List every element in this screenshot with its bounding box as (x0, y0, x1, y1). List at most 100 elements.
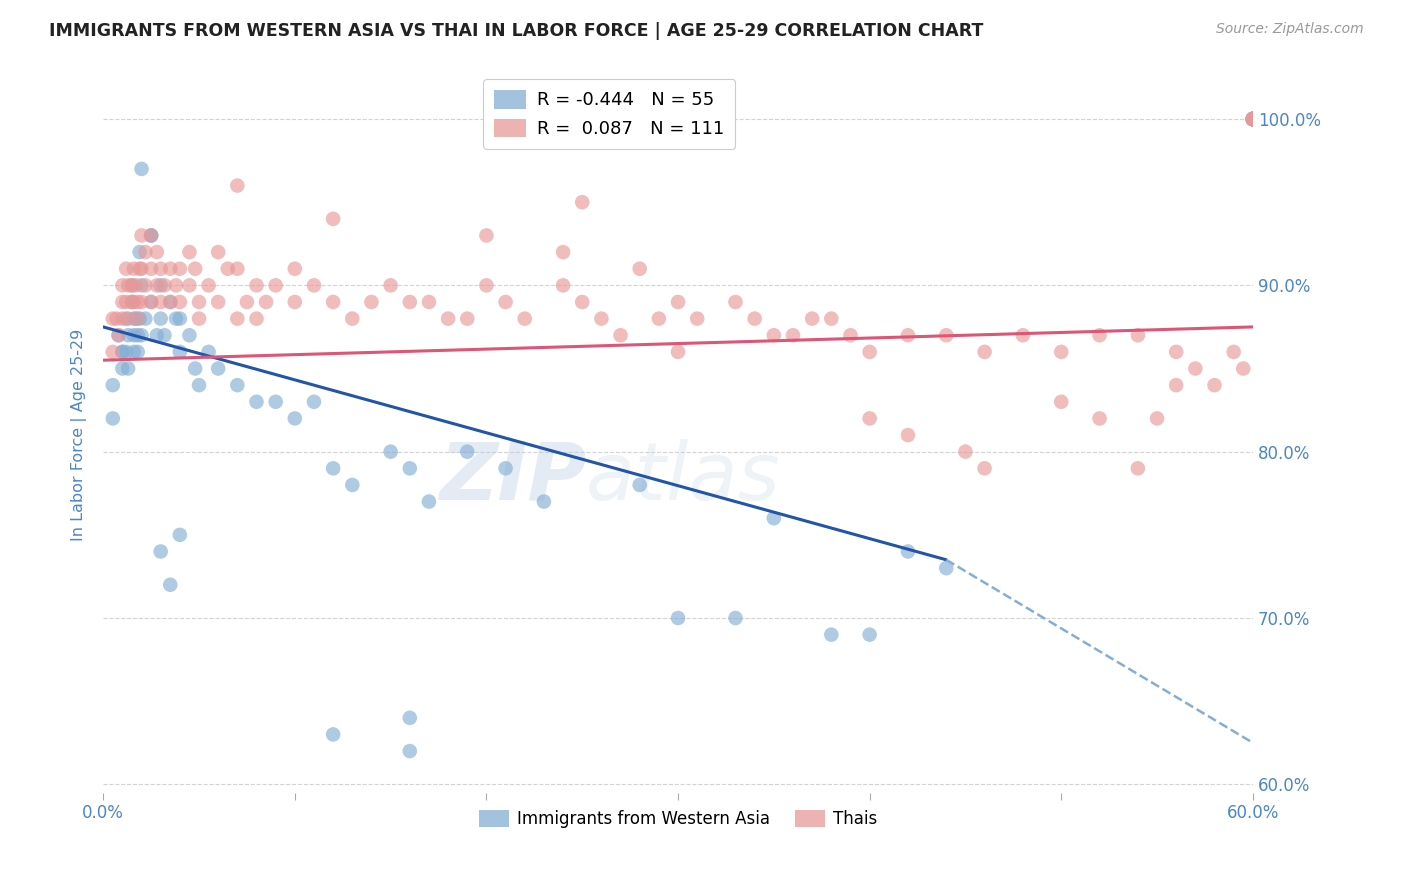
Point (131, 228, 153, 243)
Point (322, 211, 344, 226)
Point (666, 344, 689, 359)
Point (105, 311, 128, 326)
Point (179, 278, 201, 293)
Point (475, 278, 498, 293)
Point (125, 278, 148, 293)
Point (149, 261, 172, 276)
Point (782, 328, 804, 343)
Point (149, 295, 172, 310)
Text: ZIP: ZIP (439, 439, 586, 517)
Point (107, 328, 129, 343)
Point (117, 328, 139, 343)
Point (111, 344, 134, 359)
Point (139, 228, 162, 243)
Y-axis label: In Labor Force | Age 25-29: In Labor Force | Age 25-29 (72, 329, 87, 541)
Point (245, 311, 267, 326)
Point (1241, 112, 1264, 126)
Point (686, 311, 709, 326)
Point (115, 261, 138, 276)
Point (1050, 394, 1073, 409)
Point (127, 295, 149, 310)
Point (418, 295, 440, 310)
Point (139, 295, 162, 310)
Point (342, 311, 364, 326)
Point (226, 261, 249, 276)
Point (859, 627, 882, 641)
Point (955, 444, 977, 458)
Point (111, 278, 134, 293)
Point (115, 311, 138, 326)
Point (437, 311, 460, 326)
Point (1146, 411, 1168, 425)
Point (1050, 344, 1073, 359)
Point (302, 394, 325, 409)
Point (571, 195, 593, 210)
Point (1241, 112, 1264, 126)
Point (418, 494, 440, 508)
Point (128, 261, 150, 276)
Point (121, 278, 143, 293)
Point (117, 311, 139, 326)
Point (1241, 112, 1264, 126)
Point (1241, 112, 1264, 126)
Point (897, 428, 920, 442)
Point (398, 295, 420, 310)
Point (666, 611, 689, 625)
Point (169, 528, 191, 542)
Point (159, 295, 181, 310)
Point (284, 295, 307, 310)
Point (179, 328, 201, 343)
Point (159, 295, 181, 310)
Point (456, 311, 478, 326)
Point (121, 295, 143, 310)
Point (284, 261, 307, 276)
Point (1241, 112, 1264, 126)
Point (1241, 112, 1264, 126)
Point (127, 311, 149, 326)
Point (935, 561, 957, 575)
Point (1241, 112, 1264, 126)
Point (744, 311, 766, 326)
Point (1241, 112, 1264, 126)
Point (398, 711, 420, 725)
Point (184, 261, 207, 276)
Point (935, 328, 957, 343)
Point (226, 311, 249, 326)
Point (115, 295, 138, 310)
Point (1204, 378, 1226, 392)
Point (1241, 112, 1264, 126)
Point (1088, 411, 1111, 425)
Point (117, 278, 139, 293)
Point (146, 245, 169, 260)
Point (101, 311, 124, 326)
Point (207, 245, 229, 260)
Point (121, 278, 143, 293)
Point (648, 311, 671, 326)
Point (302, 278, 325, 293)
Point (159, 261, 181, 276)
Point (197, 344, 219, 359)
Point (609, 328, 631, 343)
Text: IMMIGRANTS FROM WESTERN ASIA VS THAI IN LABOR FORCE | AGE 25-29 CORRELATION CHAR: IMMIGRANTS FROM WESTERN ASIA VS THAI IN … (49, 22, 984, 40)
Point (188, 295, 211, 310)
Point (115, 344, 138, 359)
Point (264, 394, 287, 409)
Point (322, 727, 344, 741)
Point (1241, 112, 1264, 126)
Text: atlas: atlas (586, 439, 780, 517)
Point (139, 295, 162, 310)
Point (398, 744, 420, 758)
Point (153, 278, 176, 293)
Point (128, 311, 150, 326)
Point (122, 328, 145, 343)
Point (1241, 112, 1264, 126)
Point (762, 328, 785, 343)
Point (207, 295, 229, 310)
Point (475, 228, 498, 243)
Point (107, 328, 129, 343)
Point (973, 461, 995, 475)
Point (897, 328, 920, 343)
Point (264, 278, 287, 293)
Point (146, 328, 169, 343)
Point (226, 378, 249, 392)
